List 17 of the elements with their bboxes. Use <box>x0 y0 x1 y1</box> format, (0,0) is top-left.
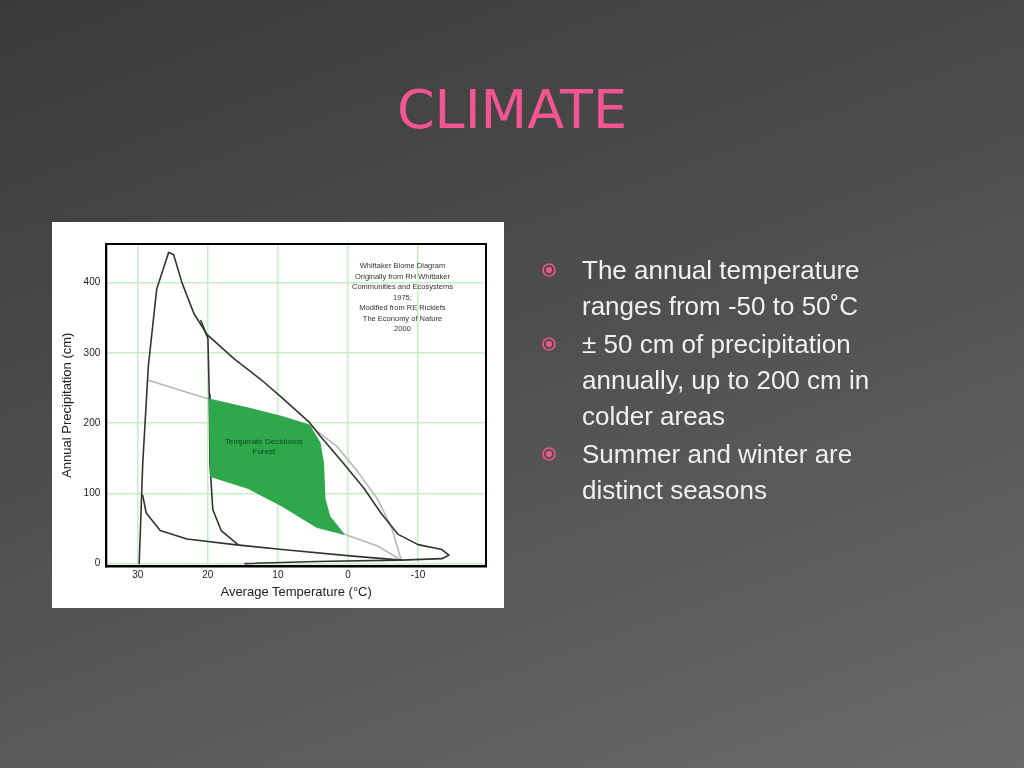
y-axis-title: Annual Precipitation (cm) <box>59 332 75 478</box>
y-tick-label: 0 <box>94 557 101 569</box>
text: ± 50 cm of precipitation annually, up to 200 cm in colder areas <box>582 329 870 431</box>
x-tick-label: 30 <box>132 569 144 581</box>
x-tick-label: 20 <box>202 569 214 581</box>
x-tick-label: -10 <box>410 569 426 581</box>
annotation: Temperate Deciduous Forest <box>224 437 303 457</box>
x-tick-label: 10 <box>272 569 284 581</box>
y-tick-label: 100 <box>83 487 101 499</box>
chart-title: CLIMATE <box>395 78 629 141</box>
text: Summer and winter are distinct seasons <box>582 439 853 505</box>
x-tick-label: 0 <box>345 569 352 581</box>
x-axis-title: Average Temperature (°C) <box>220 583 372 599</box>
y-tick-label: 300 <box>83 346 101 358</box>
y-tick-label: 200 <box>83 416 101 428</box>
y-tick-label: 400 <box>83 276 101 288</box>
text: The annual temperature ranges from -50 to 50˚C <box>582 255 860 321</box>
